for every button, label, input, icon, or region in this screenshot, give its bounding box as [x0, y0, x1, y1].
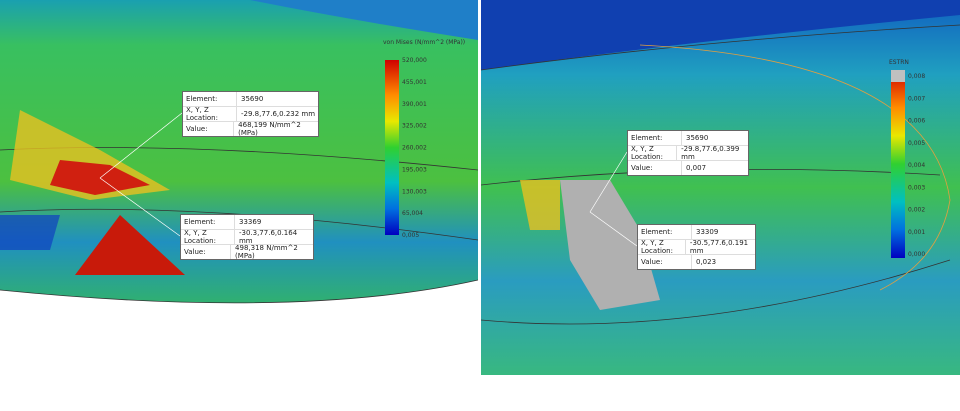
legend-label: 0,003: [908, 184, 925, 191]
probe-key: Value:: [641, 258, 663, 266]
probe-key: X, Y, Z Location:: [184, 229, 216, 245]
probe-key: Value:: [186, 125, 208, 133]
probe-value: 468,199 N/mm^2 (MPa): [233, 121, 318, 137]
probe-value: 35690: [236, 92, 263, 106]
leader: [589, 151, 628, 213]
probe-row: Element: 33369: [181, 215, 313, 230]
probe-value: -30.3,77.6,0.164 mm: [233, 229, 313, 245]
probe-value: -29.8,77.6,0.232 mm: [236, 107, 315, 121]
leader: [99, 112, 183, 179]
ring-top: [0, 0, 478, 40]
probe-row: X, Y, Z Location: -29.8,77.6,0.232 mm: [183, 106, 318, 122]
probe-row: Value: 468,199 N/mm^2 (MPa): [183, 121, 318, 137]
legend-label: 0,005: [908, 140, 925, 147]
hotspot: [75, 215, 185, 275]
hotspot: [520, 180, 560, 230]
probe-row: Value: 0,023: [638, 255, 755, 269]
legend-label: 0,005: [402, 232, 419, 239]
legend-label: 455,001: [402, 79, 427, 86]
leader: [589, 211, 638, 247]
probe-key: Element:: [186, 95, 218, 103]
probe-value: 0,023: [691, 255, 716, 269]
legend-title: ESTRN: [889, 59, 909, 66]
legend-label: 390,001: [402, 101, 427, 108]
colorbar: [385, 60, 399, 235]
probe-key: X, Y, Z Location:: [186, 106, 218, 122]
colorbar: [891, 70, 905, 258]
edge: [480, 259, 951, 325]
probe-value: -29.8,77.6,0.399 mm: [676, 145, 748, 161]
probe-row: Element: 35690: [628, 131, 748, 146]
exceeded-region: [560, 180, 660, 310]
legend-label: 0,007: [908, 95, 925, 102]
probe-row: Value: 498,318 N/mm^2 (MPa): [181, 244, 313, 260]
legend-label: 520,000: [402, 57, 427, 64]
divider: [478, 0, 481, 411]
probe-value: 0,007: [681, 161, 706, 175]
probe-value: 33309: [691, 225, 718, 239]
probe-key: Element:: [641, 228, 673, 236]
legend-label: 0,004: [908, 162, 925, 169]
ring-top: [481, 0, 960, 70]
probe-key: Value:: [184, 248, 206, 256]
mesh: [0, 215, 60, 250]
probe-box: Element: 35690 X, Y, Z Location: -29.8,77.6…: [182, 91, 319, 137]
probe-row: X, Y, Z Location: -30.5,77.6,0.191 mm: [638, 239, 755, 255]
legend-label: 0,000: [908, 251, 925, 258]
legend-label: 325,002: [402, 123, 427, 130]
probe-key: X, Y, Z Location:: [641, 239, 673, 255]
legend-label: 0,001: [908, 229, 925, 236]
probe-row: Element: 35690: [183, 92, 318, 107]
probe-value: -30.5,77.6,0.191 mm: [684, 239, 755, 255]
legend-label: 130,003: [402, 188, 427, 195]
colorbar-exceeded: [891, 70, 905, 82]
legend-title: von Mises (N/mm^2 (MPa)): [383, 39, 465, 46]
legend-label: 260,002: [402, 145, 427, 152]
edge: [0, 208, 479, 241]
probe-key: X, Y, Z Location:: [631, 145, 663, 161]
probe-row: X, Y, Z Location: -30.3,77.6,0.164 mm: [181, 229, 313, 245]
probe-key: Element:: [184, 218, 216, 226]
probe-value: 33369: [234, 215, 261, 229]
probe-box: Element: 35690 X, Y, Z Location: -29.8,77.6…: [627, 130, 749, 176]
hotspot: [50, 160, 150, 195]
probe-row: X, Y, Z Location: -29.8,77.6,0.399 mm: [628, 145, 748, 161]
probe-row: Value: 0,007: [628, 161, 748, 175]
probe-box: Element: 33369 X, Y, Z Location: -30.3,77.6…: [180, 214, 314, 260]
edge: [0, 279, 479, 304]
probe-box: Element: 33309 X, Y, Z Location: -30.5,77.6…: [637, 224, 756, 270]
legend-label: 195,003: [402, 166, 427, 173]
probe-row: Element: 33309: [638, 225, 755, 240]
legend-label: 65,004: [402, 210, 423, 217]
probe-key: Element:: [631, 134, 663, 142]
probe-value: 35690: [681, 131, 708, 145]
legend-label: 0,002: [908, 207, 925, 214]
legend-label: 0,008: [908, 73, 925, 80]
probe-value: 498,318 N/mm^2 (MPa): [230, 244, 313, 260]
probe-key: Value:: [631, 164, 653, 172]
legend-label: 0,006: [908, 118, 925, 125]
edge: [480, 24, 960, 71]
outline: [639, 44, 951, 291]
leader: [99, 177, 181, 237]
